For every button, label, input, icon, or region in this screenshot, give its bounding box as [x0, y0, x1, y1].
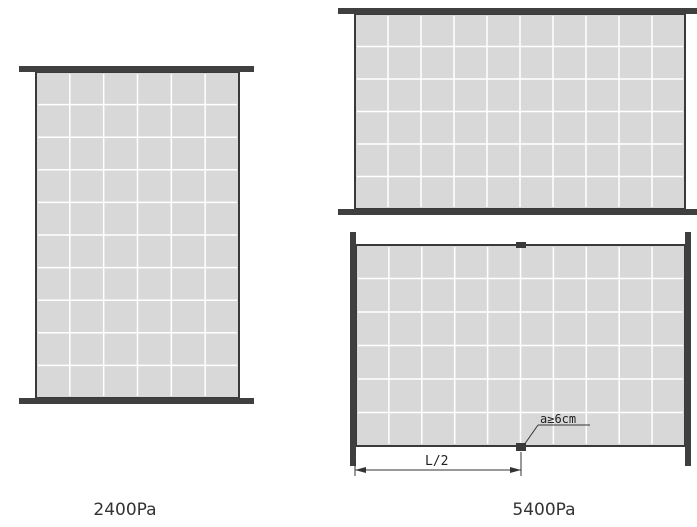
dimension-label: L/2	[425, 454, 448, 469]
caption-2400pa: 2400Pa	[93, 500, 157, 520]
support-bar-bottom	[338, 209, 697, 215]
support-bar-top	[19, 66, 254, 72]
leader-line	[523, 424, 539, 446]
panel-5400pa-bottom	[355, 244, 686, 447]
support-bar-right	[685, 232, 691, 466]
support-bar-bottom	[19, 398, 254, 404]
clamp-top	[516, 242, 526, 248]
clamp-bottom	[516, 443, 526, 451]
support-bar-top	[338, 8, 697, 14]
caption-5400pa: 5400Pa	[512, 500, 576, 520]
panel-2400pa	[35, 71, 240, 399]
annotation-label: a≥6cm	[540, 412, 576, 426]
support-bar-left	[350, 232, 356, 466]
arrowhead-left	[355, 467, 366, 473]
arrowhead-right	[510, 467, 521, 473]
panel-5400pa-top	[354, 13, 686, 210]
